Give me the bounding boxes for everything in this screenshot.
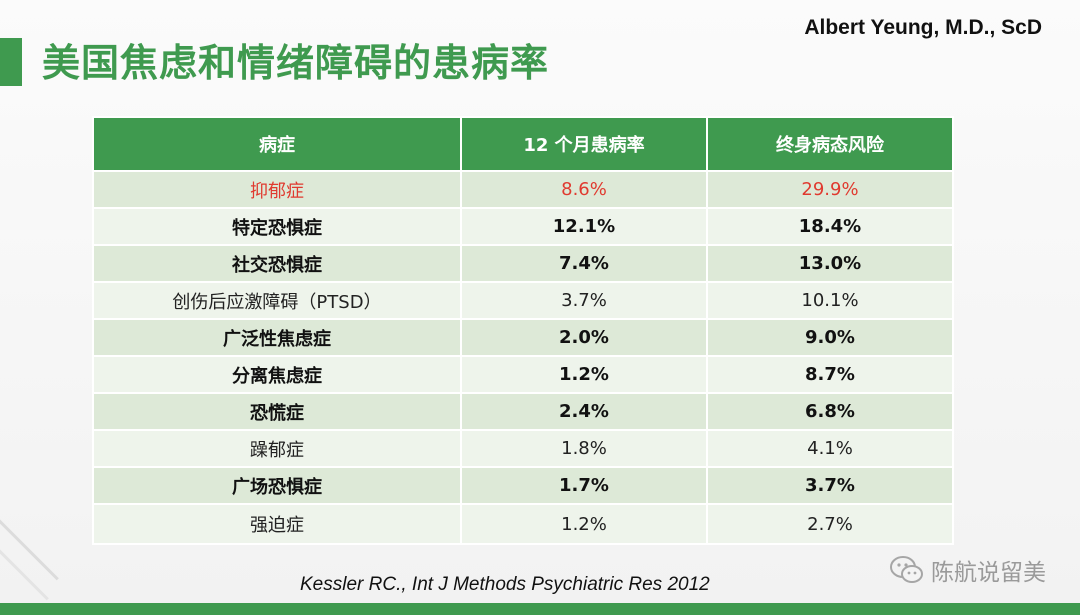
citation: Kessler RC., Int J Methods Psychiatric R… bbox=[300, 574, 710, 595]
header-12-month-prevalence: 12 个月患病率 bbox=[460, 116, 708, 172]
condition-cell: 创伤后应激障碍（PTSD） bbox=[92, 281, 462, 320]
bottom-accent-bar bbox=[0, 603, 1080, 615]
table-header-row: 病症 12 个月患病率 终身病态风险 bbox=[92, 116, 954, 172]
condition-cell: 广场恐惧症 bbox=[92, 466, 462, 505]
month12-cell: 8.6% bbox=[460, 170, 708, 209]
condition-cell: 躁郁症 bbox=[92, 429, 462, 468]
condition-cell: 分离焦虑症 bbox=[92, 355, 462, 394]
month12-cell: 12.1% bbox=[460, 207, 708, 246]
condition-cell: 抑郁症 bbox=[92, 170, 462, 209]
title-accent-bar bbox=[0, 38, 22, 86]
header-lifetime-risk: 终身病态风险 bbox=[706, 116, 954, 172]
wechat-icon bbox=[890, 556, 923, 583]
month12-cell: 3.7% bbox=[460, 281, 708, 320]
table-row: 特定恐惧症 12.1% 18.4% bbox=[92, 207, 954, 246]
month12-cell: 1.7% bbox=[460, 466, 708, 505]
lifetime-cell: 18.4% bbox=[706, 207, 954, 246]
month12-cell: 1.2% bbox=[460, 355, 708, 394]
watermark: 陈航说留美 bbox=[889, 553, 1046, 587]
condition-cell: 广泛性焦虑症 bbox=[92, 318, 462, 357]
condition-cell: 恐慌症 bbox=[92, 392, 462, 431]
lifetime-cell: 9.0% bbox=[706, 318, 954, 357]
prevalence-table: 病症 12 个月患病率 终身病态风险 抑郁症 8.6% 29.9% 特定恐惧症 … bbox=[92, 116, 954, 545]
lifetime-cell: 3.7% bbox=[706, 466, 954, 505]
watermark-text: 陈航说留美 bbox=[931, 560, 1046, 586]
table-row: 广场恐惧症 1.7% 3.7% bbox=[92, 466, 954, 505]
table-row: 躁郁症 1.8% 4.1% bbox=[92, 429, 954, 468]
lifetime-cell: 4.1% bbox=[706, 429, 954, 468]
table-row: 恐慌症 2.4% 6.8% bbox=[92, 392, 954, 431]
condition-cell: 社交恐惧症 bbox=[92, 244, 462, 283]
table-row: 强迫症 1.2% 2.7% bbox=[92, 503, 954, 545]
month12-cell: 7.4% bbox=[460, 244, 708, 283]
header-condition: 病症 bbox=[92, 116, 462, 172]
month12-cell: 1.2% bbox=[460, 503, 708, 545]
table-row: 社交恐惧症 7.4% 13.0% bbox=[92, 244, 954, 283]
lifetime-cell: 10.1% bbox=[706, 281, 954, 320]
month12-cell: 1.8% bbox=[460, 429, 708, 468]
slide-title: 美国焦虑和情绪障碍的患病率 bbox=[42, 41, 550, 85]
author-name: Albert Yeung, M.D., ScD bbox=[804, 16, 1042, 39]
table-row: 抑郁症 8.6% 29.9% bbox=[92, 170, 954, 209]
month12-cell: 2.0% bbox=[460, 318, 708, 357]
lifetime-cell: 6.8% bbox=[706, 392, 954, 431]
table-row: 创伤后应激障碍（PTSD） 3.7% 10.1% bbox=[92, 281, 954, 320]
lifetime-cell: 13.0% bbox=[706, 244, 954, 283]
month12-cell: 2.4% bbox=[460, 392, 708, 431]
condition-cell: 强迫症 bbox=[92, 503, 462, 545]
lifetime-cell: 8.7% bbox=[706, 355, 954, 394]
table-row: 分离焦虑症 1.2% 8.7% bbox=[92, 355, 954, 394]
condition-cell: 特定恐惧症 bbox=[92, 207, 462, 246]
lifetime-cell: 2.7% bbox=[706, 503, 954, 545]
table-row: 广泛性焦虑症 2.0% 9.0% bbox=[92, 318, 954, 357]
lifetime-cell: 29.9% bbox=[706, 170, 954, 209]
